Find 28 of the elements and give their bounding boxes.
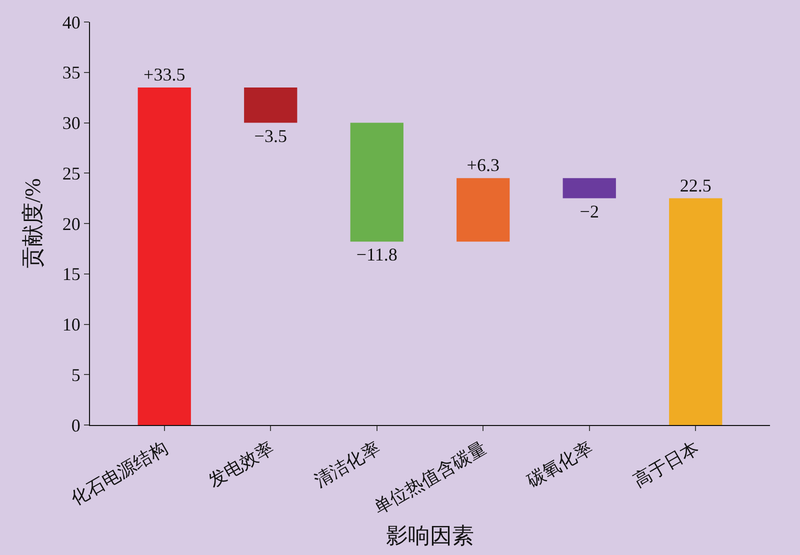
data-label: −11.8 xyxy=(356,244,398,265)
data-label: 22.5 xyxy=(680,175,712,196)
bar xyxy=(244,87,298,123)
bar xyxy=(562,178,616,198)
data-label: −2 xyxy=(580,201,599,222)
bar xyxy=(350,122,404,242)
bar xyxy=(669,198,722,425)
x-tick-label: 碳氧化率 xyxy=(522,438,596,492)
y-tick-label: 15 xyxy=(62,264,80,284)
y-tick-label: 20 xyxy=(62,214,80,234)
y-tick-label: 5 xyxy=(71,364,80,385)
bar xyxy=(138,87,191,425)
y-tick-label: 25 xyxy=(62,163,80,184)
y-tick-label: 35 xyxy=(62,62,80,83)
x-tick-label: 高于日本 xyxy=(630,438,702,491)
x-tick-label: 清洁化率 xyxy=(311,438,384,491)
data-label: −3.5 xyxy=(254,126,287,146)
data-label: +33.5 xyxy=(144,64,186,84)
y-tick-label: 40 xyxy=(62,12,80,32)
x-tick-label: 化石电源结构 xyxy=(67,438,171,509)
y-tick-label: 0 xyxy=(71,415,80,436)
x-tick-label: 发电效率 xyxy=(204,438,278,491)
data-label: +6.3 xyxy=(466,155,500,176)
y-tick-label: 10 xyxy=(62,314,80,335)
y-axis-title: 贡献度/% xyxy=(20,178,46,269)
x-axis-title: 影响因素 xyxy=(386,522,474,548)
bar xyxy=(456,178,510,242)
y-tick-label: 30 xyxy=(62,113,80,134)
